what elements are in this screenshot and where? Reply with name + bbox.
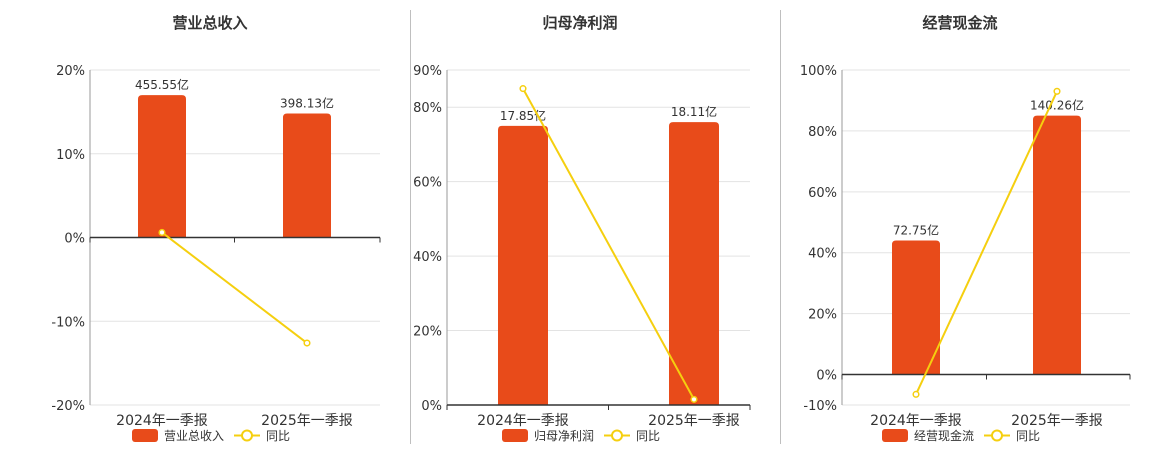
legend-bar-label: 经营现金流 <box>914 428 974 443</box>
y-tick-label: 90% <box>413 64 442 79</box>
bar-data-label: 72.75亿 <box>893 223 939 238</box>
panel-divider <box>780 10 781 444</box>
y-tick-label: 0% <box>421 399 442 414</box>
y-tick-label: 20% <box>56 64 85 79</box>
yoy-point <box>303 339 311 347</box>
yoy-line <box>915 90 1058 395</box>
chart-title: 经营现金流 <box>922 14 997 32</box>
bar-data-label: 455.55亿 <box>135 77 189 92</box>
legend-line-marker <box>241 429 253 442</box>
bar-data-label: 17.85亿 <box>500 108 546 123</box>
x-category-label: 2025年一季报 <box>1011 413 1103 429</box>
y-tick-label: 100% <box>800 64 837 79</box>
y-tick-label: 40% <box>413 250 442 265</box>
legend-bar-swatch <box>502 429 528 442</box>
x-category-label: 2025年一季报 <box>261 413 353 429</box>
y-tick-label: 60% <box>808 186 837 201</box>
bar <box>1033 115 1081 375</box>
bar-data-label: 140.26亿 <box>1030 98 1084 113</box>
bar-data-label: 18.11亿 <box>671 104 717 119</box>
y-tick-label: -10% <box>51 315 85 330</box>
y-tick-label: -20% <box>51 399 85 414</box>
chart-net-profit: 归母净利润 90% 80% 60% 40% 20% 0% 17.85亿 18.11亿 2024年一… <box>413 14 751 443</box>
bar <box>138 95 186 238</box>
yoy-point <box>519 85 527 93</box>
legend-line-marker <box>991 429 1003 442</box>
y-tick-label: 60% <box>413 176 442 191</box>
x-category-label: 2025年一季报 <box>648 413 740 429</box>
legend-line-label: 同比 <box>266 429 290 443</box>
legend-bar-label: 归母净利润 <box>534 429 594 443</box>
y-tick-label: 80% <box>808 125 837 140</box>
chart-operating-cash-flow: 经营现金流 100% 80% 60% 40% 20% 0% -10% 72.75亿 140.26亿… <box>800 14 1131 443</box>
chart-title: 归母净利润 <box>542 14 617 32</box>
bar <box>892 240 940 375</box>
y-tick-label: 40% <box>808 247 837 262</box>
legend-bar-label: 营业总收入 <box>164 429 224 443</box>
bar <box>669 122 719 405</box>
y-tick-label: 20% <box>808 308 837 323</box>
x-category-label: 2024年一季报 <box>477 413 569 429</box>
chart-title: 营业总收入 <box>172 14 247 32</box>
x-category-label: 2024年一季报 <box>870 413 962 429</box>
legend-line-label: 同比 <box>636 429 660 443</box>
bar <box>498 125 548 405</box>
yoy-point <box>1053 87 1061 95</box>
yoy-line <box>522 88 695 400</box>
y-tick-label: 80% <box>413 101 442 116</box>
panel-divider <box>410 10 411 444</box>
chart-revenue: 营业总收入 20% 10% 0% -10% -20% 455.55亿 398.13亿 2024年… <box>51 14 381 443</box>
y-tick-label: 20% <box>413 325 442 340</box>
y-tick-label: 10% <box>56 148 85 163</box>
yoy-point <box>158 228 166 237</box>
legend-line-marker <box>611 429 623 442</box>
x-category-label: 2024年一季报 <box>116 413 208 429</box>
legend-bar-swatch <box>882 429 908 442</box>
yoy-point <box>690 395 698 403</box>
y-tick-label: 0% <box>64 232 85 247</box>
legend-bar-swatch <box>132 429 158 442</box>
y-tick-label: -10% <box>803 399 837 414</box>
yoy-point <box>912 390 920 398</box>
bar <box>283 113 331 238</box>
yoy-line <box>161 231 308 344</box>
bar-data-label: 398.13亿 <box>280 96 334 111</box>
y-tick-label: 0% <box>816 369 837 384</box>
legend-line-label: 同比 <box>1016 429 1040 443</box>
